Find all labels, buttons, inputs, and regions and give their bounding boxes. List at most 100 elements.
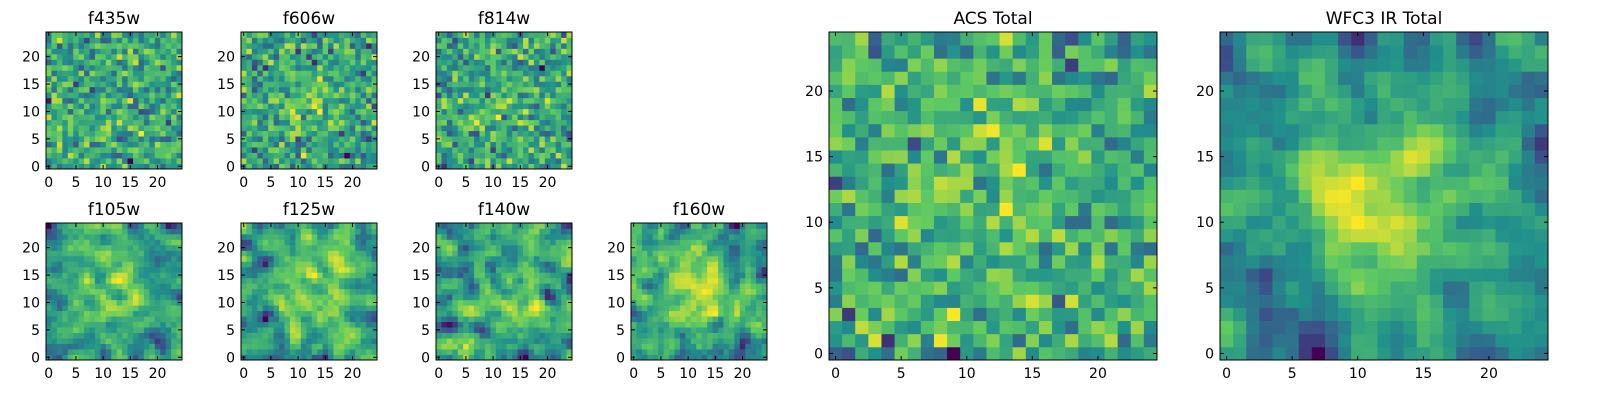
heatmap-cell (490, 114, 497, 121)
heatmap-cell (685, 288, 692, 295)
heatmap-cell (999, 189, 1014, 203)
heatmap-cell (149, 316, 156, 323)
heatmap-cell (734, 299, 741, 306)
heatmap-cell (484, 299, 491, 306)
heatmap-cell (690, 223, 697, 229)
heatmap-cell (122, 158, 128, 164)
heatmap-cell (484, 343, 491, 350)
heatmap-cell (289, 147, 296, 153)
heatmap-cell (116, 103, 123, 110)
heatmap-cell (739, 266, 746, 273)
heatmap-cell (652, 332, 659, 339)
heatmap-cell (62, 37, 69, 44)
heatmap-cell (56, 250, 63, 257)
heatmap-cell (311, 250, 318, 257)
heatmap-cell (495, 250, 502, 257)
heatmap-cell (855, 281, 869, 295)
heatmap-cell (273, 86, 280, 93)
heatmap-cell (490, 332, 497, 339)
heatmap-cell (544, 343, 551, 350)
heatmap-cell (371, 97, 378, 104)
heatmap-cell (452, 42, 459, 49)
heatmap-cell (262, 59, 269, 66)
heatmap-cell (1065, 268, 1079, 282)
heatmap-cell (116, 114, 123, 121)
heatmap-cell (328, 97, 334, 104)
heatmap-cell (561, 239, 567, 246)
heatmap-cell (539, 294, 546, 301)
heatmap-cell (89, 70, 96, 77)
heatmap-cell (707, 316, 713, 323)
chart-title: f606w (283, 9, 335, 29)
heatmap-cell (674, 250, 681, 257)
heatmap-cell (561, 228, 567, 235)
heatmap-cell (311, 75, 318, 82)
heatmap-cell (641, 299, 648, 306)
heatmap-cell (105, 163, 112, 170)
heatmap-cell (555, 349, 562, 355)
heatmap-cell (506, 305, 513, 312)
heatmap-cell (712, 338, 719, 344)
heatmap-cell (84, 332, 90, 339)
heatmap-cell (555, 59, 562, 66)
heatmap-cell (317, 53, 323, 60)
heatmap-cell (658, 327, 665, 333)
heatmap-cell (539, 147, 546, 153)
heatmap-cell (479, 32, 486, 38)
heatmap-cell (273, 343, 280, 350)
heatmap-cell (1117, 202, 1132, 217)
heatmap-cell (78, 70, 85, 77)
heatmap-cell (761, 343, 768, 350)
heatmap-cell (1065, 163, 1079, 177)
heatmap-cell (371, 283, 378, 290)
heatmap-cell (165, 48, 172, 55)
heatmap-cell (1078, 189, 1092, 203)
heatmap-cell (947, 307, 961, 322)
heatmap-cell (533, 59, 540, 66)
heatmap-cell (674, 244, 681, 251)
heatmap-cell (78, 299, 85, 306)
heatmap-cell (122, 59, 128, 66)
heatmap-cell (143, 223, 150, 229)
heatmap-cell (501, 136, 508, 142)
heatmap-cell (295, 233, 302, 240)
heatmap-cell (366, 354, 372, 361)
heatmap-cell (160, 261, 167, 268)
heatmap-cell (723, 343, 730, 350)
heatmap-cell (712, 228, 719, 235)
heatmap-cell (133, 255, 139, 262)
heatmap-cell (663, 343, 670, 350)
heatmap-cell (561, 310, 567, 317)
heatmap-cell (366, 130, 372, 137)
heatmap-cell (268, 125, 275, 132)
heatmap-cell (474, 158, 480, 164)
heatmap-cell (723, 349, 730, 355)
heatmap-cell (501, 288, 508, 295)
heatmap-cell (484, 70, 491, 77)
heatmap-cell (658, 233, 665, 240)
heatmap-cell (127, 130, 134, 137)
heatmap-cell (51, 59, 58, 66)
heatmap-cell (67, 70, 74, 77)
heatmap-cell (690, 294, 697, 301)
heatmap-cell (300, 141, 307, 148)
heatmap-cell (1091, 163, 1105, 177)
heatmap-cell (360, 119, 367, 126)
heatmap-cell (171, 92, 177, 99)
heatmap-cell (143, 64, 150, 71)
heatmap-cell (344, 343, 351, 350)
heatmap-cell (1052, 320, 1066, 335)
heatmap-cell (663, 255, 670, 262)
heatmap-cell (550, 244, 557, 251)
heatmap-cell (745, 239, 752, 246)
heatmap-cell (1143, 333, 1158, 348)
heatmap-cell (171, 103, 177, 110)
heatmap-cell (51, 310, 58, 317)
heatmap-cell (723, 244, 730, 251)
heatmap-cell (127, 321, 134, 328)
heatmap-cell (306, 86, 313, 93)
heatmap-cell (1104, 255, 1119, 269)
heatmap-cell (73, 152, 80, 159)
heatmap-cell (986, 281, 1000, 295)
heatmap-cell (636, 283, 643, 290)
